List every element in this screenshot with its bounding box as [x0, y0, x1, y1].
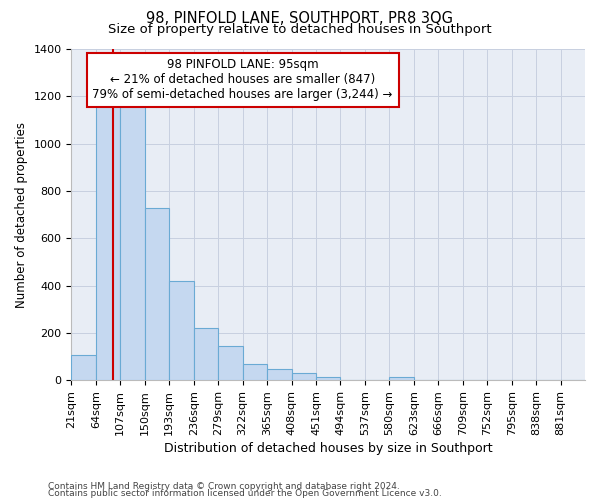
Text: Contains public sector information licensed under the Open Government Licence v3: Contains public sector information licen… — [48, 490, 442, 498]
Text: Contains HM Land Registry data © Crown copyright and database right 2024.: Contains HM Land Registry data © Crown c… — [48, 482, 400, 491]
Bar — [145, 208, 169, 380]
Bar — [96, 106, 121, 380]
Bar — [194, 328, 218, 380]
Bar — [267, 369, 292, 380]
Bar — [71, 356, 96, 380]
Bar — [389, 376, 414, 380]
Bar — [242, 364, 267, 380]
Text: 98, PINFOLD LANE, SOUTHPORT, PR8 3QG: 98, PINFOLD LANE, SOUTHPORT, PR8 3QG — [146, 11, 454, 26]
X-axis label: Distribution of detached houses by size in Southport: Distribution of detached houses by size … — [164, 442, 493, 455]
Bar — [292, 373, 316, 380]
Bar — [316, 376, 340, 380]
Bar — [169, 281, 194, 380]
Bar — [121, 106, 145, 380]
Text: Size of property relative to detached houses in Southport: Size of property relative to detached ho… — [108, 22, 492, 36]
Y-axis label: Number of detached properties: Number of detached properties — [15, 122, 28, 308]
Text: 98 PINFOLD LANE: 95sqm
← 21% of detached houses are smaller (847)
79% of semi-de: 98 PINFOLD LANE: 95sqm ← 21% of detached… — [92, 58, 393, 102]
Bar — [218, 346, 242, 380]
